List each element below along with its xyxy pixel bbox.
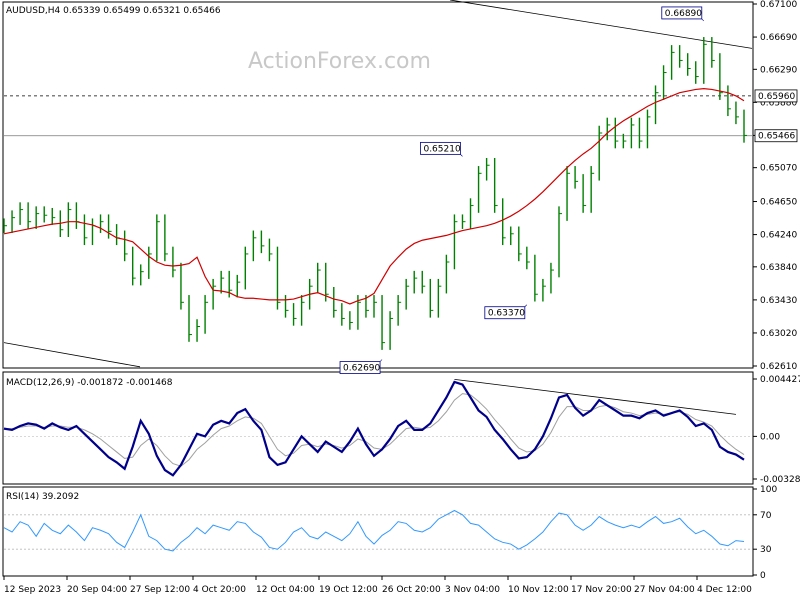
- level-label-text: 0.65960: [758, 92, 795, 102]
- level-label-box: [754, 89, 798, 103]
- rsi-y-tick-label: 70: [760, 511, 772, 521]
- symbol-header: AUDUSD,H4 0.65339 0.65499 0.65321 0.6546…: [6, 6, 221, 16]
- level-label-box: [754, 129, 798, 143]
- price-annotation-label: 0.62690: [343, 364, 380, 374]
- price-y-tick-label: 0.63020: [760, 329, 797, 339]
- price-y-tick-label: 0.66290: [760, 65, 797, 75]
- x-tick-label: 17 Nov 20:00: [571, 585, 632, 595]
- price-annotation-pointer: [701, 18, 704, 22]
- x-tick-label: 19 Oct 12:00: [319, 585, 378, 595]
- price-annotation-label: 0.65210: [423, 144, 460, 154]
- axis-labels-layer: 0.671000.666900.662900.658800.654700.650…: [3, 0, 800, 595]
- price-annotation-pointer: [524, 304, 528, 307]
- upper-trendline: [449, 0, 753, 49]
- rsi-y-tick-label: 30: [760, 545, 772, 555]
- watermark: ActionForex.com: [248, 49, 431, 74]
- price-annotation-box: [661, 6, 703, 20]
- x-tick-label: 27 Sep 12:00: [130, 585, 190, 595]
- price-y-tick-label: 0.63430: [760, 296, 797, 306]
- macd-line: [3, 380, 745, 477]
- price-y-tick-label: 0.64650: [760, 198, 797, 208]
- macd-divergence-line: [454, 378, 737, 415]
- price-annotation-label: 0.66890: [665, 9, 702, 19]
- price-annotation-box: [339, 361, 381, 374]
- lower-trendline: [3, 342, 141, 368]
- price-series-layer: 0.66890 0.65210 0.63370 0.62690: [3, 0, 753, 374]
- macd-signal-line: [4, 393, 745, 467]
- x-tick-label: 4 Oct 20:00: [193, 585, 246, 595]
- price-annotation-box: [484, 306, 526, 320]
- price-annotation-pointer: [379, 359, 383, 362]
- rsi-title: RSI(14) 39.2092: [6, 492, 79, 502]
- price-y-tick-label: 0.62610: [760, 362, 797, 372]
- rsi-series-layer: [3, 509, 752, 552]
- price-y-tick-label: 0.66690: [760, 33, 797, 43]
- x-tick-label: 12 Oct 04:00: [256, 585, 315, 595]
- price-y-tick-label: 0.63840: [760, 263, 797, 273]
- price-annotation-box: [420, 141, 461, 155]
- x-tick-label: 27 Nov 04:00: [634, 585, 695, 595]
- x-tick-label: 20 Sep 04:00: [67, 585, 127, 595]
- x-tick-label: 4 Dec 12:00: [697, 585, 752, 595]
- macd-y-tick-label: 0.004427: [760, 375, 800, 385]
- price-y-tick-label: 0.64240: [760, 231, 797, 241]
- rsi-line: [3, 509, 745, 552]
- macd-title: MACD(12,26,9) -0.001872 -0.001468: [6, 378, 173, 388]
- price-y-tick-label: 0.65070: [760, 164, 797, 174]
- price-y-tick-label: 0.65880: [760, 98, 797, 108]
- macd-y-tick-label: -0.003288: [760, 475, 800, 485]
- rsi-y-tick-label: 0: [760, 571, 766, 581]
- moving-average-line: [3, 88, 745, 305]
- macd-y-tick-label: 0.00: [760, 432, 780, 442]
- level-label-text: 0.65466: [758, 132, 795, 142]
- rsi-y-tick-label: 100: [760, 485, 777, 495]
- price-y-tick-label: 0.67100: [760, 0, 797, 10]
- price-annotation-label: 0.63370: [488, 309, 525, 319]
- macd-series-layer: [3, 378, 752, 477]
- x-tick-label: 3 Nov 04:00: [445, 585, 500, 595]
- x-tick-label: 12 Sep 2023: [4, 585, 61, 595]
- x-tick-label: 10 Nov 12:00: [508, 585, 569, 595]
- x-tick-label: 26 Oct 20:00: [382, 585, 441, 595]
- price-annotation-pointer: [460, 154, 463, 157]
- rsi-panel-frame: [2, 486, 754, 577]
